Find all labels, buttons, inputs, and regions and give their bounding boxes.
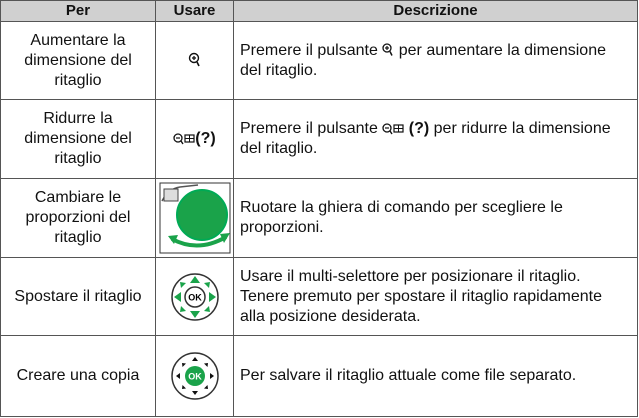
text: per aumentare la dimensione del ritaglio… bbox=[240, 41, 606, 79]
svg-text:OK: OK bbox=[188, 292, 202, 302]
text: Premere il pulsante bbox=[240, 41, 378, 59]
action: Creare una copia bbox=[0, 335, 156, 417]
icon-cell bbox=[155, 178, 234, 258]
row: Ridurre la dimensione del ritaglio (?) P… bbox=[0, 99, 638, 179]
description: Per salvare il ritaglio attuale come fil… bbox=[233, 335, 638, 417]
svg-text:OK: OK bbox=[188, 372, 202, 382]
text: Premere il pulsante bbox=[240, 120, 378, 137]
icon-cell: (?) bbox=[155, 99, 234, 179]
icon-cell bbox=[155, 21, 234, 100]
row: Creare una copia OK Per salvare il ritag… bbox=[0, 335, 638, 417]
text: per ridurre la dimensione del ritaglio. bbox=[240, 120, 611, 157]
action: Cambiare le proporzioni del ritaglio bbox=[0, 178, 156, 258]
header-cell: Usare bbox=[155, 0, 234, 22]
text: (?) bbox=[408, 120, 430, 137]
header-cell: Descrizione bbox=[233, 0, 638, 22]
icon-cell: OK bbox=[155, 335, 234, 417]
row: Spostare il ritaglio OK Usare il multi-s… bbox=[0, 257, 638, 336]
text: (?) bbox=[195, 130, 216, 147]
description: Ruotare la ghiera di comando per sceglie… bbox=[233, 178, 638, 258]
description: Premere il pulsante per aumentare la dim… bbox=[233, 21, 638, 100]
description: Premere il pulsante (?) per ridurre la d… bbox=[233, 99, 638, 179]
action: Ridurre la dimensione del ritaglio bbox=[0, 99, 156, 179]
action: Spostare il ritaglio bbox=[0, 257, 156, 336]
zoom-in-icon bbox=[382, 43, 393, 57]
multi-selector-icon: OK bbox=[170, 272, 219, 321]
description: Usare il multi-selettore per posizionare… bbox=[233, 257, 638, 336]
header-cell: Per bbox=[0, 0, 156, 22]
command-dial-image bbox=[159, 182, 231, 254]
action: Aumentare la dimensione del ritaglio bbox=[0, 21, 156, 100]
ok-button-icon: OK bbox=[170, 352, 219, 400]
zoom-out-icon bbox=[382, 123, 404, 135]
icon-cell: OK bbox=[155, 257, 234, 336]
zoom-out-icon bbox=[173, 133, 195, 145]
row: Cambiare le proporzioni del ritaglio Ruo… bbox=[0, 178, 638, 258]
row: Aumentare la dimensione del ritaglio Pre… bbox=[0, 21, 638, 100]
zoom-in-icon bbox=[188, 53, 200, 67]
header-row: Per Usare Descrizione bbox=[0, 0, 638, 22]
